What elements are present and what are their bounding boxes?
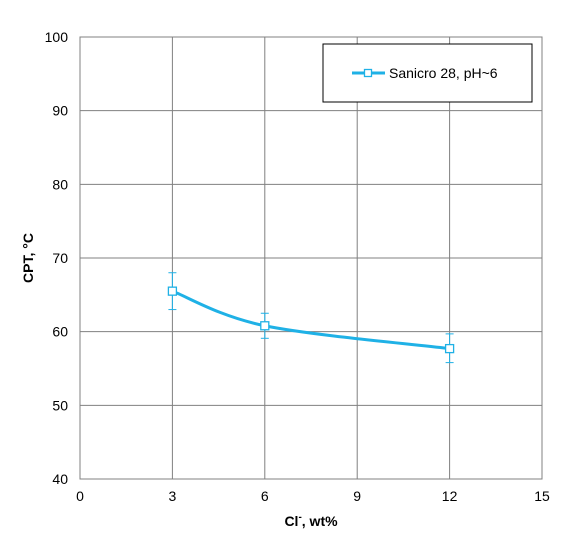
x-tick-label: 15	[534, 488, 550, 504]
legend-marker	[363, 68, 373, 78]
y-tick-label: 60	[52, 324, 68, 340]
y-tick-label: 80	[52, 176, 68, 192]
tick-labels: 0 3 6 9 12 15 40 50 60 70 80 90 100	[45, 29, 550, 504]
x-tick-label: 12	[442, 488, 458, 504]
plot-border	[79, 36, 543, 480]
y-tick-label: 90	[52, 103, 68, 119]
y-tick-label: 70	[52, 250, 68, 266]
y-axis-title: CPT, °C	[20, 233, 36, 283]
data-point-marker	[444, 343, 455, 354]
y-tick-label: 100	[45, 29, 69, 45]
x-tick-label: 3	[169, 488, 177, 504]
legend-label: Sanicro 28, pH~6	[389, 65, 498, 81]
data-point-marker	[260, 321, 270, 331]
x-tick-label: 6	[261, 488, 269, 504]
y-tick-label: 40	[52, 471, 68, 487]
y-tick-label: 50	[52, 397, 68, 413]
legend: Sanicro 28, pH~6	[322, 43, 533, 103]
x-tick-label: 9	[353, 488, 361, 504]
data-series	[167, 272, 455, 364]
series-line	[171, 289, 450, 351]
x-tick-label: 0	[76, 488, 84, 504]
x-axis-title: Cl-, wt%	[284, 512, 338, 529]
data-point-marker	[167, 286, 178, 296]
